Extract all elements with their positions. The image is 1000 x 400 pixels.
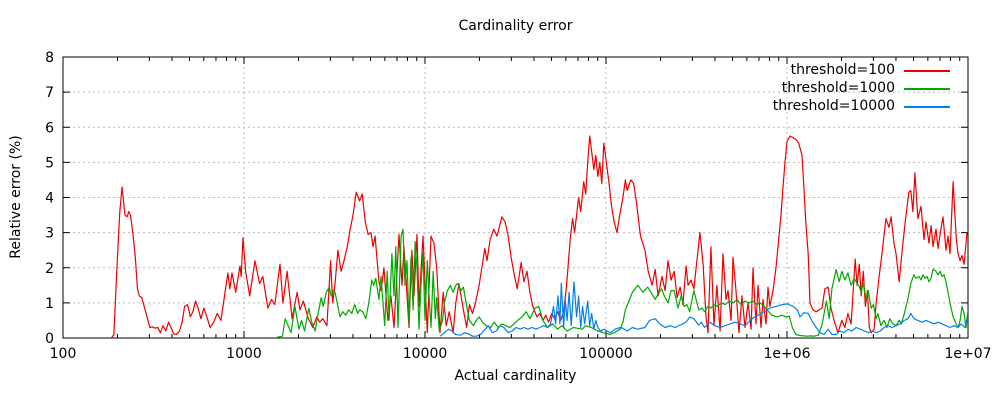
series-line-threshold=100 bbox=[110, 135, 968, 338]
legend-entry-threshold-1000: threshold=1000 bbox=[773, 81, 950, 96]
y-tick-label: 7 bbox=[45, 85, 54, 101]
y-tick-label: 0 bbox=[45, 331, 54, 347]
legend-entry-threshold-100: threshold=100 bbox=[773, 63, 950, 78]
x-axis-title: Actual cardinality bbox=[454, 368, 577, 384]
y-tick-label: 8 bbox=[45, 50, 54, 66]
y-tick-label: 2 bbox=[45, 261, 54, 277]
x-tick-label: 100 bbox=[50, 346, 77, 362]
legend-entry-threshold-10000: threshold=10000 bbox=[773, 99, 950, 114]
legend-label: threshold=10000 bbox=[772, 98, 895, 114]
x-tick-label: 1000 bbox=[226, 346, 262, 362]
y-tick-label: 4 bbox=[45, 191, 54, 207]
grid-lines bbox=[63, 57, 968, 338]
legend-label: threshold=100 bbox=[790, 62, 895, 78]
x-tick-label: 100000 bbox=[579, 346, 632, 362]
legend: threshold=100 threshold=1000 threshold=1… bbox=[773, 63, 950, 114]
y-tick-label: 3 bbox=[45, 226, 54, 242]
plot-border bbox=[62, 56, 969, 339]
legend-line-sample bbox=[904, 105, 950, 108]
y-tick-label: 5 bbox=[45, 155, 54, 171]
axis-ticks bbox=[62, 56, 969, 339]
series-line-threshold=1000 bbox=[276, 228, 968, 338]
legend-label: threshold=1000 bbox=[781, 80, 895, 96]
legend-line-sample bbox=[904, 69, 950, 72]
chart-title: Cardinality error bbox=[458, 18, 573, 34]
series-line-threshold=10000 bbox=[439, 281, 968, 337]
x-tick-label: 1e+06 bbox=[763, 346, 810, 362]
tick-labels: 100 1000 10000 100000 1e+06 1e+07 0 1 2 3 4 5 6 7 8 bbox=[45, 50, 991, 362]
legend-line-sample bbox=[904, 87, 950, 90]
y-tick-label: 6 bbox=[45, 120, 54, 136]
y-tick-label: 1 bbox=[45, 296, 54, 312]
x-tick-label: 1e+07 bbox=[944, 346, 991, 362]
x-tick-label: 10000 bbox=[403, 346, 448, 362]
